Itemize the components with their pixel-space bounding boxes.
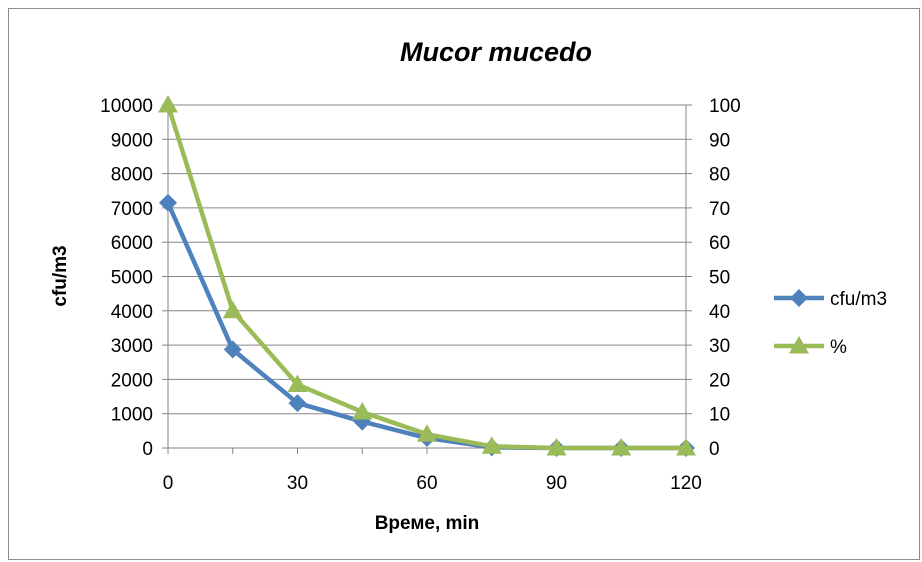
y-axis-title: cfu/m3 (50, 245, 71, 306)
data-point-percent (481, 436, 502, 454)
data-point-percent (222, 300, 243, 319)
y-tick-label: 4000 (111, 302, 153, 323)
y2-tick-label: 50 (709, 268, 730, 289)
legend-label-cfu: cfu/m3 (830, 289, 887, 310)
legend-label-percent: % (830, 337, 847, 358)
y2-tick-label: 20 (709, 370, 730, 391)
y-tick-label: 6000 (111, 233, 153, 254)
y2-tick-label: 80 (709, 165, 730, 186)
x-tick-label: 0 (163, 473, 174, 494)
data-point-cfu (288, 394, 307, 413)
y-tick-label: 9000 (111, 130, 153, 151)
data-point-percent (546, 438, 567, 456)
x-tick-label: 30 (287, 473, 308, 494)
data-point-percent (611, 438, 632, 456)
chart-area (8, 8, 920, 560)
y-tick-label: 0 (142, 439, 153, 460)
data-point-percent (676, 438, 696, 456)
y-tick-label: 7000 (111, 199, 153, 220)
y-tick-label: 3000 (111, 336, 153, 357)
legend-marker-cfu (790, 289, 808, 307)
x-tick-label: 60 (416, 473, 437, 494)
y-tick-label: 10000 (100, 96, 153, 117)
data-point-cfu (223, 340, 242, 359)
x-axis-title: Време, min (375, 513, 480, 534)
data-point-cfu (159, 193, 177, 212)
y-tick-label: 8000 (111, 165, 153, 186)
legend-marker-percent (789, 336, 809, 354)
tick-labels: 0100020003000400050006000700080009000100… (100, 96, 741, 494)
gridlines (168, 104, 686, 415)
data-point-percent (158, 95, 178, 113)
y2-tick-label: 40 (709, 302, 730, 323)
y2-tick-label: 10 (709, 405, 730, 426)
chart-title: Mucor mucedo (400, 37, 592, 67)
x-tick-label: 120 (670, 473, 702, 494)
series-group (158, 95, 696, 457)
x-tick-label: 90 (546, 473, 567, 494)
y-tick-label: 1000 (111, 405, 153, 426)
axes (162, 104, 692, 454)
y2-tick-label: 70 (709, 199, 730, 220)
legend: cfu/m3% (774, 289, 887, 358)
y2-tick-label: 60 (709, 233, 730, 254)
y2-tick-label: 90 (709, 130, 730, 151)
data-point-percent (287, 374, 308, 393)
y2-tick-label: 0 (709, 439, 720, 460)
y2-tick-label: 100 (709, 96, 741, 117)
data-point-percent (417, 424, 437, 442)
y-tick-label: 5000 (111, 268, 153, 289)
y2-tick-label: 30 (709, 336, 730, 357)
y-tick-label: 2000 (111, 370, 153, 391)
data-point-percent (352, 401, 373, 420)
